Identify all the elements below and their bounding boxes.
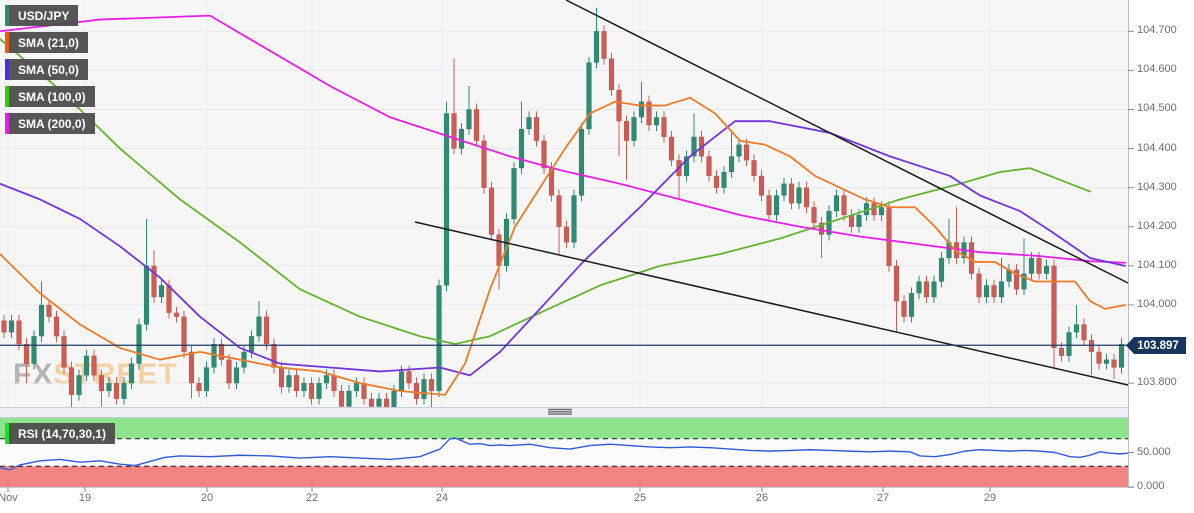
legend-color-chip	[5, 59, 9, 80]
rsi-legend[interactable]: RSI (14,70,30,1)	[5, 423, 116, 450]
plot-background	[0, 0, 1128, 487]
time-axis-label: 20	[200, 492, 214, 504]
sma-21-line	[0, 96, 1126, 396]
current-price-badge: 103.897	[1126, 337, 1186, 354]
sma-50-line	[0, 120, 1126, 377]
trendline-1[interactable]	[565, 0, 1129, 284]
legend-item-label: SMA (21,0)	[9, 32, 88, 53]
price-axis-label: 104.400	[1137, 141, 1177, 154]
trendline-2[interactable]	[414, 221, 1129, 386]
sma-100-line	[0, 38, 1091, 345]
rsi-axis-label: 0.000	[1137, 480, 1165, 492]
legend-item-sma50[interactable]: SMA (50,0)	[5, 59, 88, 80]
rsi-axis-label: 50.000	[1137, 445, 1171, 458]
candles	[1, 7, 1125, 407]
rsi-legend-label: RSI (14,70,30,1)	[9, 423, 116, 444]
legend-color-chip	[5, 32, 9, 53]
time-axis-label: Nov	[0, 492, 18, 504]
pane-resize-handle[interactable]	[548, 408, 572, 415]
legend-item-sma200[interactable]: SMA (200,0)	[5, 113, 95, 134]
legend-item-label: USD/JPY	[9, 5, 79, 26]
time-axis-label: 22	[305, 492, 319, 504]
time-axis-label: 25	[633, 492, 647, 504]
sma-200-line	[0, 14, 1126, 264]
time-axis-label: 19	[78, 492, 92, 504]
legend-color-chip	[5, 5, 9, 26]
legend-item-label: SMA (200,0)	[9, 113, 95, 134]
legend-item-label: SMA (100,0)	[9, 86, 95, 107]
time-axis-label: 24	[435, 492, 449, 504]
price-axis-label: 104.100	[1137, 258, 1177, 271]
price-axis-label: 104.500	[1137, 102, 1177, 115]
rsi-line	[0, 437, 1129, 471]
legend: USD/JPY SMA (21,0) SMA (50,0) SMA (100,0…	[5, 5, 95, 140]
price-axis-label: 104.200	[1137, 219, 1177, 232]
time-axis[interactable]: Nov 19 20 22 24 25 26 27 29	[0, 487, 1128, 513]
price-axis-label: 104.700	[1137, 24, 1177, 37]
price-axis-label: 104.600	[1137, 63, 1177, 76]
time-axis-label: 29	[983, 492, 997, 504]
legend-color-chip	[5, 423, 9, 444]
price-axis-label: 104.000	[1137, 297, 1177, 310]
legend-item-usdjpy[interactable]: USD/JPY	[5, 5, 79, 26]
legend-item-sma21[interactable]: SMA (21,0)	[5, 32, 88, 53]
legend-color-chip	[5, 113, 9, 134]
legend-color-chip	[5, 86, 9, 107]
price-axis[interactable]: 104.700 104.600 104.500 104.400 104.300 104.2…	[1128, 0, 1194, 492]
price-axis-label: 103.800	[1137, 376, 1177, 389]
legend-item-sma100[interactable]: SMA (100,0)	[5, 86, 95, 107]
price-axis-label: 104.300	[1137, 180, 1177, 193]
time-axis-label: 26	[755, 492, 769, 504]
legend-item-label: SMA (50,0)	[9, 59, 88, 80]
time-axis-label: 27	[876, 492, 890, 504]
